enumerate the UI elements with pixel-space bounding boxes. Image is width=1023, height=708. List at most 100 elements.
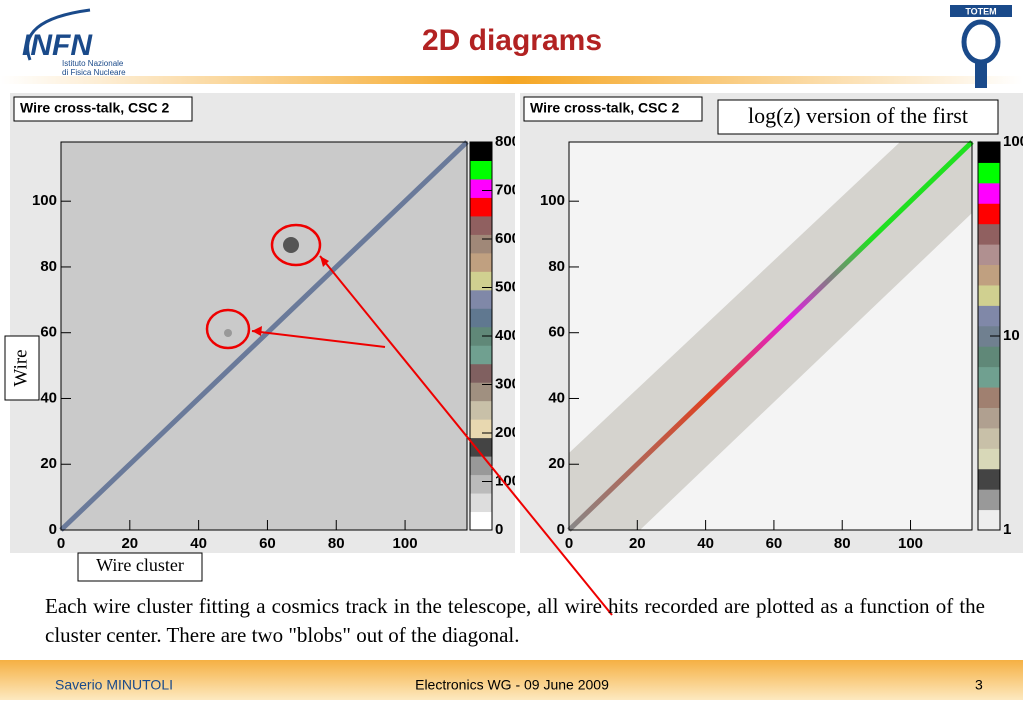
x-tick-label: 20 (121, 535, 138, 552)
colorbar-cell (470, 178, 492, 198)
colorbar-cell (978, 407, 1000, 429)
plot-title: Wire cross-talk, CSC 2 (20, 100, 169, 116)
x-axis-label: Wire cluster (96, 555, 184, 575)
y-tick-label: 0 (557, 521, 565, 538)
diagonal (59, 140, 469, 532)
colorbar-cell (470, 345, 492, 365)
colorbar-cell (470, 234, 492, 254)
footer-event: Electronics WG - 09 June 2009 (415, 677, 609, 693)
plot-title: Wire cross-talk, CSC 2 (530, 100, 679, 116)
logo-right: TOTEM (965, 6, 996, 16)
x-tick-label: 40 (190, 535, 207, 552)
colorbar-cell (978, 325, 1000, 347)
arrowhead (320, 256, 329, 267)
x-tick-label: 0 (565, 535, 573, 552)
colorbar-cell (470, 252, 492, 272)
x-tick-label: 20 (629, 535, 646, 552)
colorbar-cell (470, 142, 492, 161)
label-box (4, 335, 40, 401)
logo-arc (26, 8, 91, 61)
colorbar-cell (470, 419, 492, 439)
colorbar-cell (978, 182, 1000, 204)
y-tick-label: 20 (548, 455, 565, 472)
colorbar-cell (470, 289, 492, 309)
z-tick-label: 800 (495, 133, 520, 150)
y-tick-label: 60 (40, 324, 57, 341)
note-box (717, 99, 999, 135)
z-tick-label: 600 (495, 230, 520, 247)
blob (283, 237, 299, 253)
title-box (13, 96, 193, 122)
arrowhead (252, 326, 262, 336)
x-tick-label: 100 (898, 535, 923, 552)
logo-mark (961, 19, 1001, 65)
colorbar-cell (470, 382, 492, 402)
y-axis-label: Wire (10, 349, 31, 386)
y-tick-label: 0 (49, 521, 57, 538)
plot-panel: 0 20 40 60 80 100 0 20 40 60 80 100 1 10 100 Wire cross… (520, 93, 1023, 553)
z-tick-label: 10 (1003, 327, 1020, 344)
z-tick-label: 700 (495, 181, 520, 198)
x-tick-label: 40 (697, 535, 714, 552)
highlight-circle (270, 223, 322, 267)
logo-mark (975, 60, 987, 88)
z-tick-label: 400 (495, 327, 520, 344)
colorbar-cell (470, 400, 492, 420)
colorbar-cell (470, 456, 492, 476)
colorbar-cell (978, 223, 1000, 245)
z-tick-label: 200 (495, 424, 520, 441)
y-tick-label: 40 (548, 389, 565, 406)
logo-right-box (950, 5, 1012, 17)
x-tick-label: 80 (328, 535, 345, 552)
colorbar-cell (470, 493, 492, 513)
z-tick-label: 500 (495, 278, 520, 295)
colorbar-cell (470, 160, 492, 180)
x-tick-label: 60 (766, 535, 783, 552)
colorbar-cell (978, 489, 1000, 511)
colorbar-cell (978, 162, 1000, 184)
colorbar-cell (470, 326, 492, 346)
note: log(z) version of the first (748, 103, 968, 128)
blob (224, 329, 232, 337)
y-tick-label: 60 (548, 324, 565, 341)
y-tick-label: 80 (40, 258, 57, 275)
diagonal (567, 140, 974, 532)
body-text: Each wire cluster fitting a cosmics trac… (45, 594, 985, 647)
colorbar-cell (978, 264, 1000, 286)
colorbar-cell (978, 244, 1000, 266)
frame (60, 141, 468, 531)
colorbar-cell (470, 511, 492, 531)
y-tick-label: 80 (548, 258, 565, 275)
colorbar-cell (978, 427, 1000, 449)
logo-left: INFN (22, 29, 93, 62)
logo-sub: Istituto Nazionale (62, 59, 124, 68)
colorbar-cell (978, 468, 1000, 490)
colorbar-cell (470, 474, 492, 494)
colorbar-cell (978, 142, 1000, 163)
colorbar-cell (470, 363, 492, 383)
footer-author: Saverio MINUTOLI (55, 677, 173, 693)
logo-sub: di Fisica Nucleare (62, 68, 126, 77)
title-box (523, 96, 703, 122)
colorbar-cell (978, 203, 1000, 225)
colorbar-cell (470, 308, 492, 328)
colorbar-cell (978, 284, 1000, 306)
z-tick-label: 0 (495, 521, 503, 538)
frame (568, 141, 973, 531)
arrow (251, 330, 386, 348)
colorbar-cell (978, 366, 1000, 388)
colorbar-cell (978, 387, 1000, 408)
x-tick-label: 60 (259, 535, 276, 552)
footer-bar (0, 660, 1023, 700)
label-box (77, 552, 203, 582)
arrow (319, 255, 613, 616)
colorbar-cell (978, 448, 1000, 470)
highlight-circle (205, 308, 251, 350)
x-tick-label: 100 (393, 535, 418, 552)
x-tick-label: 80 (834, 535, 851, 552)
y-tick-label: 20 (40, 455, 57, 472)
colorbar-cell (470, 271, 492, 291)
colorbar-cell (470, 215, 492, 235)
